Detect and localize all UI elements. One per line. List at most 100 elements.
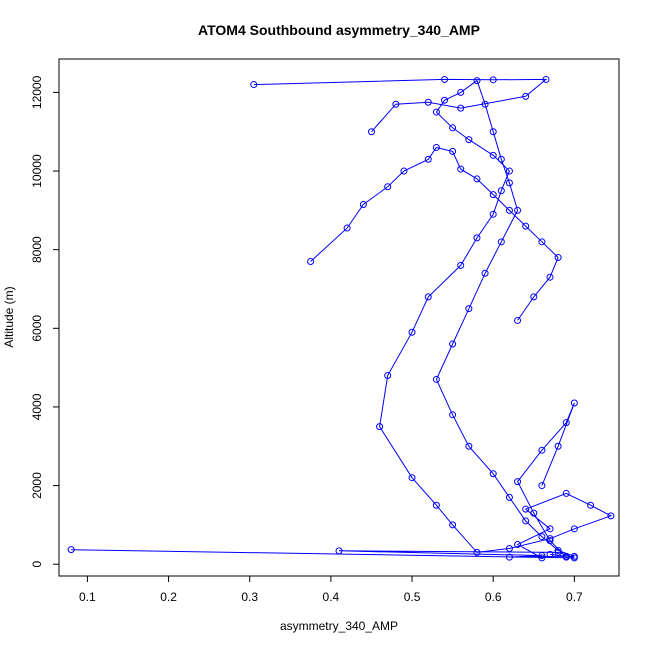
data-point [538, 482, 546, 490]
data-point [505, 206, 513, 214]
data-point [489, 191, 497, 199]
data-point [546, 537, 554, 545]
y-tick-label: 10000 [30, 154, 44, 188]
data-point [538, 446, 546, 454]
data-point [473, 234, 481, 242]
data-point [587, 501, 595, 509]
data-point [392, 100, 400, 108]
data-point [359, 200, 367, 208]
data-point [449, 124, 457, 132]
data-point [562, 489, 570, 497]
data-point [432, 501, 440, 509]
data-point [489, 470, 497, 478]
data-point [489, 210, 497, 218]
x-tick-label: 0.4 [323, 590, 340, 604]
data-point [542, 75, 550, 83]
data-point [522, 505, 530, 513]
series-layer [67, 75, 615, 562]
data-point [367, 128, 375, 136]
x-tick-label: 0.7 [566, 590, 583, 604]
data-point [570, 525, 578, 533]
y-tick-label: 0 [30, 561, 44, 568]
data-point [384, 371, 392, 379]
data-point [538, 238, 546, 246]
data-point [554, 254, 562, 262]
data-point [570, 554, 578, 562]
data-point [505, 167, 513, 175]
data-point [408, 328, 416, 336]
data-point [538, 552, 546, 560]
data-point [530, 509, 538, 517]
data-point [522, 517, 530, 525]
data-point [554, 442, 562, 450]
data-point [489, 128, 497, 136]
data-point [465, 305, 473, 313]
data-point [514, 206, 522, 214]
data-point [441, 75, 449, 83]
data-point [400, 167, 408, 175]
data-point [441, 96, 449, 104]
x-axis-label: asymmetry_340_AMP [280, 619, 398, 633]
data-point [497, 238, 505, 246]
data-point [505, 553, 513, 561]
data-point [473, 548, 481, 556]
data-point [424, 293, 432, 301]
data-point [538, 533, 546, 541]
series-line [379, 79, 613, 559]
data-point [465, 442, 473, 450]
y-axis-label: Altitude (m) [2, 286, 16, 347]
data-point [449, 340, 457, 348]
series-line [253, 78, 548, 133]
x-tick-label: 0.6 [485, 590, 502, 604]
data-point [449, 411, 457, 419]
data-point [432, 108, 440, 116]
data-point [489, 76, 497, 84]
data-point [546, 550, 554, 558]
data-point [514, 541, 522, 549]
data-point [607, 512, 615, 520]
data-point [432, 143, 440, 151]
x-tick-label: 0.3 [241, 590, 258, 604]
data-point [562, 419, 570, 427]
data-point [562, 552, 570, 560]
data-point [424, 98, 432, 106]
data-point [449, 521, 457, 529]
y-tick-label: 6000 [30, 315, 44, 342]
data-point [335, 547, 343, 555]
plot-frame [58, 58, 620, 577]
data-point [343, 224, 351, 232]
data-point [546, 273, 554, 281]
data-point [489, 151, 497, 159]
x-tick-label: 0.2 [160, 590, 177, 604]
y-tick-label: 12000 [30, 75, 44, 109]
data-point [497, 187, 505, 195]
data-point [307, 257, 315, 265]
data-point [505, 493, 513, 501]
data-point [473, 77, 481, 85]
data-point [570, 399, 578, 407]
x-tick-label: 0.5 [404, 590, 421, 604]
data-point [250, 81, 258, 89]
data-point [449, 147, 457, 155]
y-tick-label: 8000 [30, 236, 44, 263]
y-tick-label: 2000 [30, 472, 44, 499]
data-point [554, 548, 562, 556]
data-point [424, 155, 432, 163]
data-point [481, 269, 489, 277]
data-point [530, 293, 538, 301]
data-point [546, 535, 554, 543]
data-point [514, 316, 522, 324]
x-axis: 0.1 0.2 0.3 0.4 0.5 0.6 0.7 [79, 575, 583, 604]
data-point [473, 175, 481, 183]
chart-title: ATOM4 Southbound asymmetry_340_AMP [198, 22, 480, 38]
data-point [546, 525, 554, 533]
data-point [505, 179, 513, 187]
data-point [522, 92, 530, 100]
data-point [505, 544, 513, 552]
data-point [384, 183, 392, 191]
data-point [457, 165, 465, 173]
data-point [408, 474, 416, 482]
data-point [376, 423, 384, 431]
series-line [310, 146, 559, 321]
